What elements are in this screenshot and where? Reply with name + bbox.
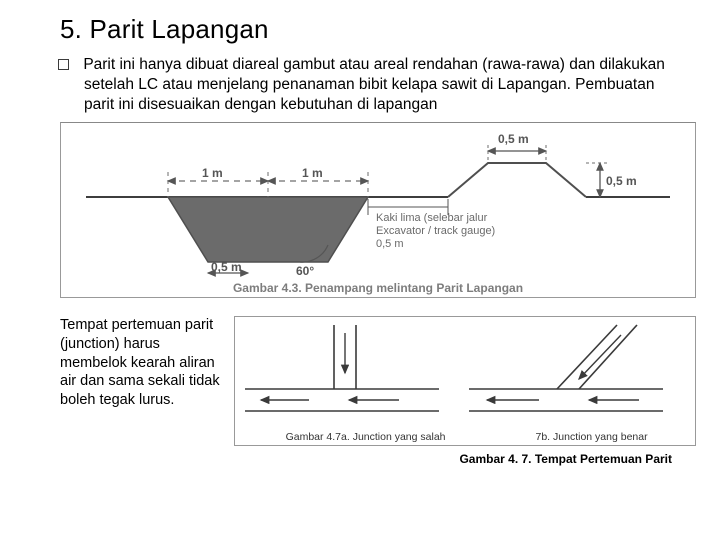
label-60deg: 60° <box>296 264 314 277</box>
subcaption-b: 7b. Junction yang benar <box>492 431 691 443</box>
note-line2: Excavator / track gauge) <box>376 225 495 237</box>
body-text: Parit ini hanya dibuat diareal gambut at… <box>83 56 665 113</box>
lower-row: Tempat pertemuan parit (junction) harus … <box>60 316 696 446</box>
label-1m-left: 1 m <box>202 166 223 180</box>
lower-paragraph: Tempat pertemuan parit (junction) harus … <box>60 316 230 409</box>
label-1m-right: 1 m <box>302 166 323 180</box>
note-line1: Kaki lima (selebar jalur <box>376 212 488 224</box>
label-05m-bottom: 0,5 m <box>211 260 242 274</box>
bullet-icon <box>58 59 69 70</box>
figure-2-subcaptions: Gambar 4.7a. Junction yang salah 7b. Jun… <box>239 431 691 443</box>
slide: 5. Parit Lapangan Parit ini hanya dibuat… <box>0 0 720 466</box>
figure-2-junctions: Gambar 4.7a. Junction yang salah 7b. Jun… <box>234 316 696 446</box>
figure-1-caption: Gambar 4.3. Penampang melintang Parit La… <box>67 281 689 295</box>
subcaption-a: Gambar 4.7a. Junction yang salah <box>239 431 492 443</box>
junction-svg <box>239 319 669 429</box>
cross-section-svg: 1 m 1 m 0,5 m 0,5 m 0,5 m 60° Kaki lima … <box>78 127 678 277</box>
label-05m-top: 0,5 m <box>498 132 529 146</box>
body-paragraph: Parit ini hanya dibuat diareal gambut at… <box>84 55 688 114</box>
note-line3: 0,5 m <box>376 238 404 250</box>
figure-2-caption: Gambar 4. 7. Tempat Pertemuan Parit <box>60 452 696 466</box>
page-title: 5. Parit Lapangan <box>60 14 696 45</box>
figure-1-cross-section: 1 m 1 m 0,5 m 0,5 m 0,5 m 60° Kaki lima … <box>60 122 696 298</box>
label-05m-right: 0,5 m <box>606 174 637 188</box>
